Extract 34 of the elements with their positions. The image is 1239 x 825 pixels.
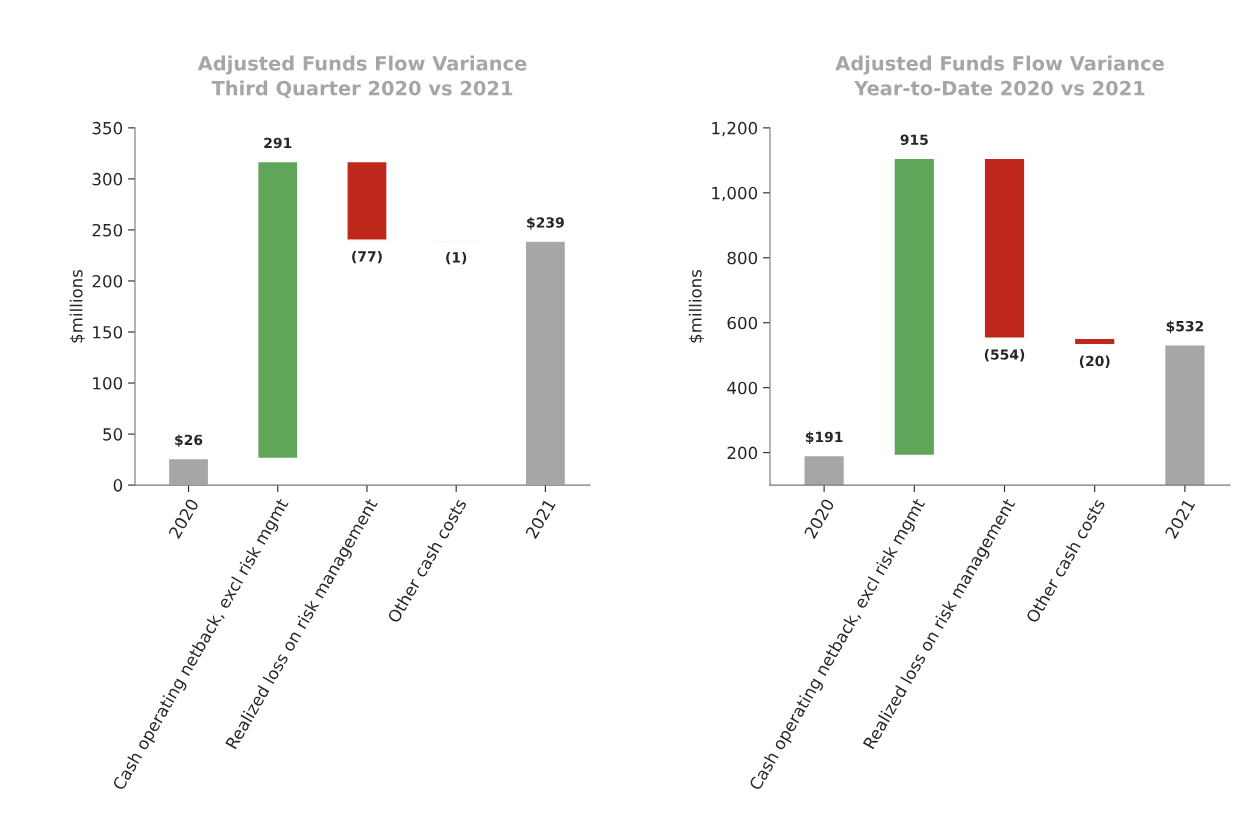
- data-label: 915: [900, 134, 928, 145]
- chart-subtitle: Third Quarter 2020 vs 2021: [211, 80, 513, 99]
- y-tick-label: 600: [727, 316, 758, 330]
- y-tick-label: 200: [727, 446, 758, 460]
- y-tick-label: 300: [92, 172, 123, 186]
- y-tick-label: 0: [113, 479, 123, 492]
- y-tick-label: 250: [92, 223, 123, 237]
- data-label: 291: [264, 137, 292, 149]
- y-tick-label: 1,000: [712, 186, 758, 202]
- y-axis-title: $millions: [69, 269, 85, 343]
- data-label: $191: [805, 431, 843, 444]
- bar: [256, 160, 299, 460]
- y-tick-label: 800: [727, 251, 758, 265]
- y-tick-label: 350: [92, 121, 123, 135]
- chart-subtitle: Year-to-Date 2020 vs 2021: [854, 80, 1145, 96]
- chart-title: Adjusted Funds Flow Variance: [835, 55, 1164, 75]
- y-tick-label: 150: [93, 325, 123, 339]
- data-label: (1): [446, 251, 467, 265]
- bar: [524, 240, 567, 486]
- data-label: $532: [1166, 320, 1204, 334]
- chart-title: Adjusted Funds Flow Variance: [197, 55, 527, 75]
- y-tick-label: 1,200: [712, 121, 758, 137]
- bar: [167, 457, 210, 486]
- data-label: $26: [175, 434, 203, 447]
- y-tick-label: 400: [727, 381, 758, 395]
- data-label: $239: [527, 217, 564, 230]
- y-tick-label: 100: [93, 377, 123, 390]
- data-label: (20): [1079, 355, 1110, 368]
- y-tick-label: 200: [92, 274, 123, 288]
- y-axis-title: $millions: [688, 269, 704, 343]
- data-label: (77): [352, 250, 382, 264]
- bar: [346, 160, 388, 241]
- y-tick-label: 50: [103, 428, 123, 441]
- data-label: (554): [984, 349, 1025, 362]
